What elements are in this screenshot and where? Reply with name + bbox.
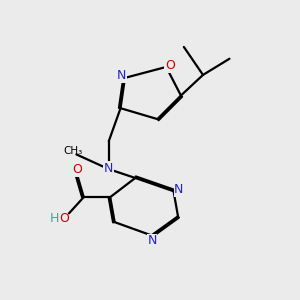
Text: N: N: [104, 162, 113, 175]
Text: N: N: [117, 69, 126, 82]
Text: CH₃: CH₃: [64, 146, 83, 156]
Text: H: H: [50, 212, 59, 225]
Text: O: O: [60, 212, 70, 225]
Text: N: N: [147, 234, 157, 247]
Text: O: O: [165, 59, 175, 72]
Text: N: N: [174, 183, 184, 196]
Text: O: O: [72, 163, 82, 176]
